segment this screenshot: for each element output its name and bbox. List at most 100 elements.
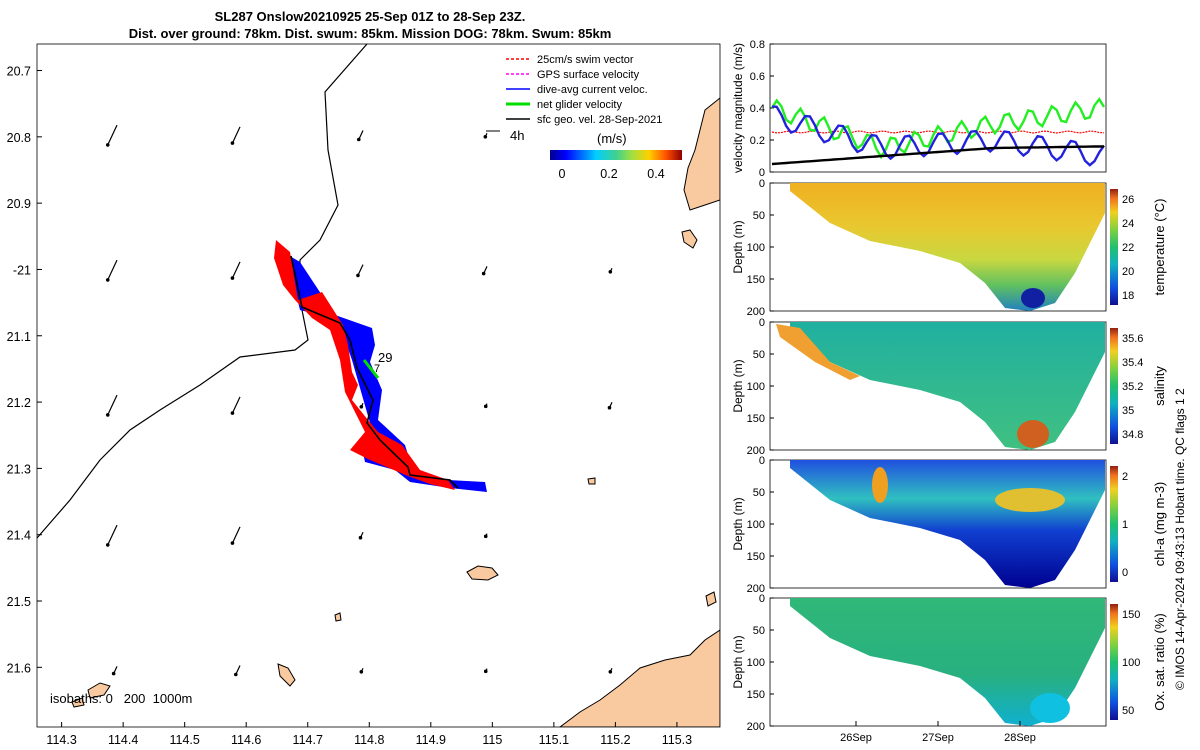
salinity-high-core [1017, 420, 1049, 448]
map-ytick-label: 20.9 [7, 197, 31, 211]
colorbar-tick-label: 50 [1122, 705, 1134, 717]
geo-arrow-head [356, 273, 360, 278]
geo-arrow [231, 396, 241, 414]
depth-tick-label: 200 [747, 445, 765, 457]
geo-arrow-head [230, 276, 235, 280]
depth-tick-label: 0 [759, 317, 765, 329]
map-xtick-label: 114.8 [354, 733, 384, 747]
geo-arrow [107, 259, 118, 281]
land-island-right [705, 591, 717, 607]
geo-arrow [231, 526, 241, 544]
geo-arrow-head [357, 137, 361, 142]
oxygen-deep-core [1030, 693, 1070, 723]
depth-tick-label: 0 [759, 178, 765, 190]
map-xtick-label: 114.6 [231, 733, 261, 747]
figure-title-line2: Dist. over ground: 78km. Dist. swum: 85k… [128, 26, 612, 41]
glider-swim-vectors [274, 240, 455, 490]
legend-label: dive-avg current veloc. [537, 84, 648, 96]
chl-max-2 [995, 488, 1065, 512]
depth-tick-label: 50 [753, 625, 765, 637]
vel-series-line [770, 97, 1106, 160]
vel-ytick-label: 0.6 [750, 71, 765, 83]
legend-label: 25cm/s swim vector [537, 54, 634, 66]
colorbar-tick-label: 100 [1122, 657, 1140, 669]
geo-arrow [357, 264, 364, 276]
colorbar-tick-label: 0 [1122, 567, 1128, 579]
colorbar-tick-label: 18 [1122, 290, 1134, 302]
depth-tick-label: 100 [747, 657, 765, 669]
geo-arrow-head [105, 143, 110, 147]
colorbar-label: salinity [1152, 366, 1167, 406]
section-panel: 0 50 100 150 200 Depth (m) 35.6 35.4 35.2 35 34.8 s… [731, 317, 1167, 457]
colorbar-tick-label: 150 [1122, 609, 1140, 621]
colorbar-tick-label: 35.4 [1122, 357, 1143, 369]
map-ytick-label: 21.3 [7, 462, 31, 476]
depth-tick-label: 100 [747, 519, 765, 531]
copyright-label: © IMOS 14-Apr-2024 09:43:13 Hobart time.… [1173, 388, 1187, 690]
land-island-south [466, 565, 499, 581]
figure-title-line1: SL287 Onslow20210925 25-Sep 01Z to 28-Se… [214, 9, 526, 24]
geo-arrow-head [358, 535, 363, 540]
colorbar-tick-label: 1 [1122, 519, 1128, 531]
isobath-line [37, 44, 368, 539]
vel-series-line [771, 105, 1105, 167]
map-ytick-label: 20.7 [7, 65, 31, 79]
net-velocity-arrow [362, 359, 380, 379]
depth-tick-label: 50 [753, 487, 765, 499]
annotation-29: 29 [378, 350, 392, 365]
geo-arrow-head [483, 669, 488, 674]
map-ytick-label: 21.2 [7, 396, 31, 410]
geo-arrow-head [483, 534, 488, 539]
colorbar-tick-label: 24 [1122, 218, 1134, 230]
depth-tick-label: 200 [747, 306, 765, 318]
vel-ytick-label: 0 [759, 167, 765, 179]
section-colorbar [1110, 604, 1118, 720]
colorbar-tick-1: 0.2 [600, 167, 617, 181]
map-xtick-label: 115 [482, 733, 502, 747]
colorbar-label: temperature (°C) [1152, 199, 1167, 296]
section-ylabel: Depth (m) [731, 220, 745, 273]
map-ytick-label: 21.4 [7, 529, 31, 543]
section-colorbar [1110, 466, 1118, 582]
geo-arrow-head [105, 543, 110, 547]
map-xtick-label: 114.3 [46, 733, 76, 747]
colorbar-tick-label: 22 [1122, 242, 1134, 254]
land-mainland [559, 629, 720, 727]
geo-arrow-head [230, 541, 235, 545]
depth-tick-label: 50 [753, 349, 765, 361]
colorbar-label: chl-a (mg m-3) [1152, 482, 1167, 567]
glider-track [290, 255, 459, 489]
vel-series-line [771, 130, 1105, 134]
geo-arrow-head [230, 411, 235, 415]
depth-tick-label: 150 [747, 689, 765, 701]
legend-label: GPS surface velocity [537, 69, 640, 81]
map-xtick-label: 114.4 [108, 733, 138, 747]
section-data-field [775, 598, 1105, 726]
section-ylabel: Depth (m) [731, 359, 745, 412]
depth-tick-label: 150 [747, 551, 765, 563]
map-ytick-label: 21.5 [7, 595, 31, 609]
colorbar-label: Ox. sat. ratio (%) [1152, 613, 1167, 711]
salinity-surface-band [776, 324, 860, 380]
section-data-field [775, 183, 1105, 311]
section-panel: 0 50 100 150 200 Depth (m) 26 24 22 20 18 temperatu… [731, 178, 1167, 318]
colorbar-tick-0: 0 [559, 167, 566, 181]
colorbar-tick-label: 34.8 [1122, 429, 1143, 441]
legend-label: sfc geo. vel. 28-Sep-2021 [537, 114, 662, 126]
land-island-small [681, 229, 698, 249]
map-ytick-label: 21.6 [7, 661, 31, 675]
land-island-tiny1 [587, 477, 596, 485]
colorbar-tick-2: 0.4 [647, 167, 664, 181]
geo-arrow-head [607, 405, 612, 410]
depth-tick-label: 50 [753, 210, 765, 222]
scale-label: 4h [510, 128, 524, 143]
time-tick-label: 28Sep [1004, 732, 1036, 744]
depth-tick-label: 150 [747, 274, 765, 286]
colorbar-tick-label: 35 [1122, 405, 1134, 417]
map-frame [36, 43, 721, 728]
geo-velocity-arrows [105, 124, 613, 677]
map-xtick-label: 114.9 [416, 733, 446, 747]
colorbar-tick-label: 35.6 [1122, 333, 1143, 345]
